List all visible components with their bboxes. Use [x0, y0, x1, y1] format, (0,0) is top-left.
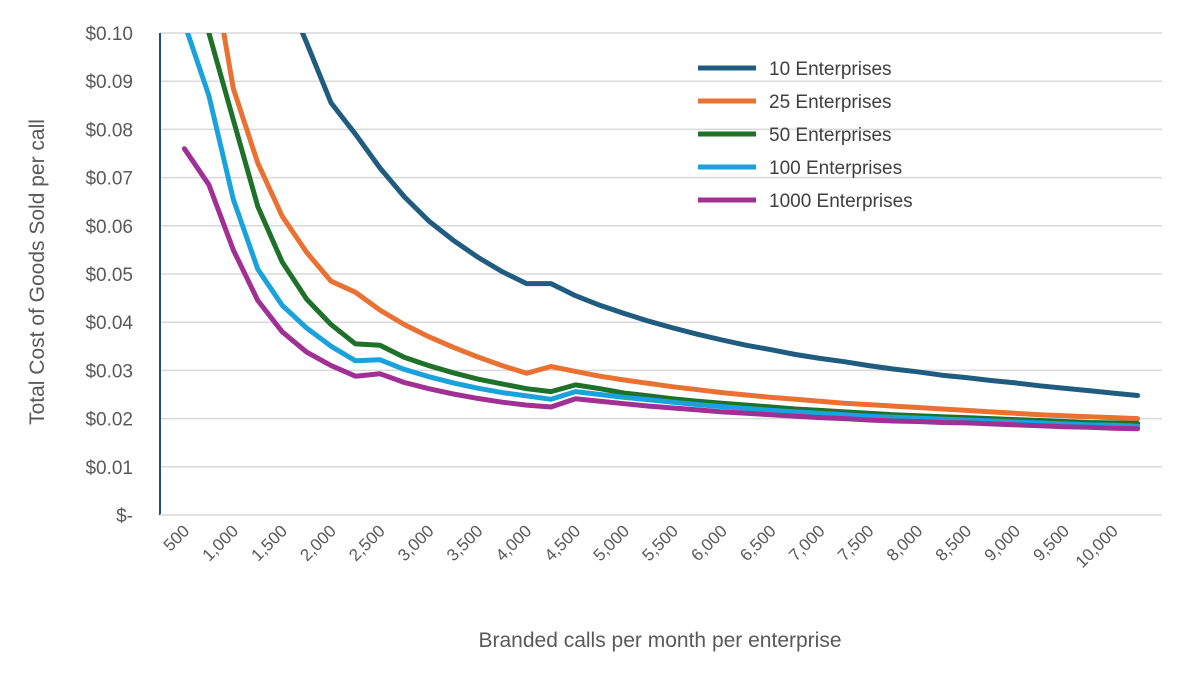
x-tick-label: 7,000	[785, 521, 829, 565]
legend-label: 10 Enterprises	[769, 59, 892, 80]
axes	[159, 33, 1162, 516]
x-tick-label: 3,500	[443, 521, 487, 565]
x-tick-label: 9,500	[1030, 521, 1074, 565]
series-line-4	[185, 33, 1141, 429]
x-tick-label: 6,500	[736, 521, 780, 565]
y-tick-label: $0.03	[85, 361, 133, 382]
x-tick-label: 500	[160, 521, 193, 554]
x-tick-label: 8,000	[883, 521, 927, 565]
x-tick-label: 8,500	[932, 521, 976, 565]
y-tick-label: $0.08	[85, 120, 133, 141]
x-tick-label: 3,000	[394, 521, 438, 565]
x-tick-label: 2,500	[345, 521, 389, 565]
series-line-2	[221, 33, 1141, 422]
series-lines	[181, 33, 1141, 432]
x-axis-title: Branded calls per month per enterprise	[478, 629, 841, 652]
x-tick-label: 5,000	[590, 521, 634, 565]
x-tick-label: 1,500	[248, 521, 292, 565]
y-tick-labels: $- $0.01 $0.02 $0.03 $0.04 $0.05 $0.06 $0.07 $0.…	[85, 24, 133, 527]
y-axis-title: Total Cost of Goods Sold per call	[26, 119, 49, 425]
legend-label: 50 Enterprises	[769, 125, 892, 146]
y-tick-label: $0.01	[85, 458, 133, 479]
y-tick-label: $-	[116, 506, 133, 527]
legend-label: 100 Enterprises	[769, 158, 902, 179]
legend-label: 1000 Enterprises	[769, 191, 913, 212]
x-tick-label: 7,500	[834, 521, 878, 565]
x-tick-label: 4,500	[541, 521, 585, 565]
x-tick-label: 5,500	[639, 521, 683, 565]
y-tick-label: $0.04	[85, 313, 133, 334]
legend-label: 25 Enterprises	[769, 92, 892, 113]
y-tick-label: $0.06	[85, 217, 133, 238]
y-tick-label: $0.10	[85, 24, 133, 45]
series-line-5	[181, 146, 1141, 432]
y-tick-label: $0.09	[85, 72, 133, 93]
y-tick-label: $0.02	[85, 410, 133, 431]
x-tick-label: 4,000	[492, 521, 536, 565]
y-tick-label: $0.05	[85, 265, 133, 286]
y-tick-label: $0.07	[85, 169, 133, 190]
series-line-3	[206, 33, 1141, 426]
x-tick-label: 2,000	[296, 521, 340, 565]
x-tick-label: 10,000	[1072, 521, 1122, 571]
x-tick-label: 6,000	[687, 521, 731, 565]
x-tick-labels: 500 1,000 1,500 2,000 2,500 3,000 3,500 4,000 4,…	[160, 521, 1122, 571]
x-tick-label: 1,000	[199, 521, 243, 565]
x-tick-label: 9,000	[981, 521, 1025, 565]
legend: 10 Enterprises 25 Enterprises 50 Enterpris…	[698, 59, 913, 212]
series-line-1	[299, 33, 1141, 398]
